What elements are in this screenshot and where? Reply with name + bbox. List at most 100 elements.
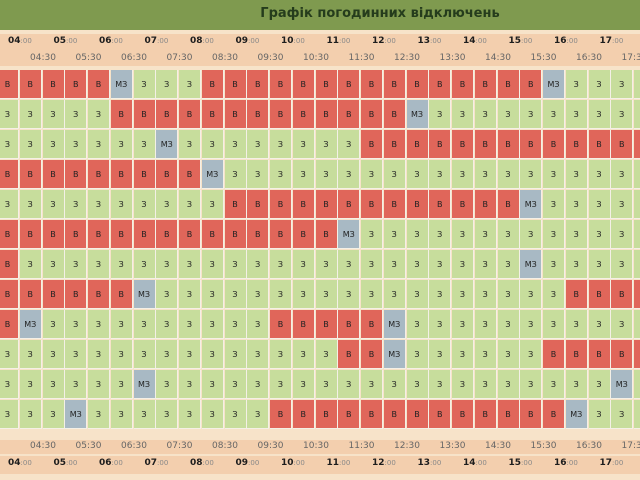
schedule-cell: В [19,280,42,309]
schedule-cell: З [201,190,224,219]
schedule-cell: В [543,400,565,429]
schedule-cell: В [292,400,315,429]
schedule-cell: З [315,340,338,369]
schedule-cell: З [110,130,133,159]
schedule-cell: З [156,250,179,279]
schedule-cell: В [383,130,406,159]
schedule-cell: В [452,400,474,429]
hour-label-minutes: :00 [157,37,169,45]
half-hour-label: 17:30 [621,53,640,63]
schedule-cell: З [65,310,88,339]
schedule-cell: З [110,190,133,219]
schedule-cell: З [474,220,497,249]
schedule-cell: З [611,400,634,429]
schedule-cell: МЗ [611,370,634,399]
schedule-cell: В [474,190,497,219]
schedule-cell: В [292,220,315,249]
half-hour-label: 14:30 [485,53,511,63]
schedule-cell: З [588,400,611,429]
hour-label: 16:00 [554,458,578,468]
schedule-cell: З [201,400,224,429]
half-hour-label: 11:30 [348,441,375,451]
schedule-cell: З [634,160,640,189]
hour-label-hour: 09 [235,36,249,46]
schedule-cell: В [224,70,247,99]
schedule-cell: В [338,190,361,219]
schedule-cell: З [292,250,315,279]
schedule-cell: В [270,190,292,219]
hour-label-hour: 13 [417,458,431,468]
hour-label: 08:00 [190,36,214,46]
schedule-cell: З [179,280,201,309]
schedule-cell: З [156,310,179,339]
schedule-cell: З [179,130,201,159]
hour-label: 05:00 [54,36,78,46]
schedule-cell: З [634,190,640,219]
hour-label-hour: 13 [417,36,431,46]
schedule-cell: З [156,370,179,399]
schedule-cell: З [361,370,383,399]
schedule-cell: В [224,190,247,219]
schedule-cell: В [42,160,65,189]
hour-label-hour: 05 [53,458,67,468]
hour-label-hour: 17 [599,36,613,46]
half-hour-label: 07:30 [166,53,193,63]
schedule-cell: З [179,190,201,219]
half-hour-label: 11:30 [348,53,375,63]
schedule-cell: З [565,190,588,219]
schedule-cell: В [270,220,292,249]
half-hour-label: 08:30 [212,53,238,63]
schedule-cell: З [201,130,224,159]
schedule-cell: В [42,280,65,309]
hour-label: 15:00 [509,458,533,468]
schedule-cell: З [19,400,42,429]
schedule-cell: В [0,160,19,189]
schedule-cell: В [406,130,429,159]
hour-label: 13:00 [418,36,442,46]
schedule-cell: В [474,400,497,429]
schedule-cell: З [224,280,247,309]
hour-label-minutes: :00 [111,37,123,45]
schedule-cell: З [19,100,42,129]
schedule-cell: З [201,310,224,339]
schedule-cell: В [588,280,611,309]
schedule-cell: З [201,250,224,279]
schedule-cell: З [474,310,497,339]
schedule-cell: З [565,100,588,129]
schedule-cell: В [338,100,361,129]
schedule-cell: З [634,70,640,99]
schedule-cell: З [179,370,201,399]
hour-label-minutes: :00 [384,459,396,467]
schedule-cell: МЗ [201,160,224,189]
hour-label: 16:00 [554,36,578,46]
schedule-cell: В [201,220,224,249]
schedule-cell: В [361,340,383,369]
schedule-cell: В [270,100,292,129]
schedule-cell: З [520,160,543,189]
schedule-cell: В [315,220,338,249]
hour-label-hour: 08 [190,458,203,468]
schedule-cell: З [565,370,588,399]
schedule-cell: З [315,370,338,399]
half-hour-label: 16:30 [576,441,602,451]
schedule-cell: В [338,340,361,369]
schedule-cell: З [315,280,338,309]
schedule-cell: В [361,130,383,159]
schedule-cell: З [338,280,361,309]
schedule-cell: В [110,100,133,129]
schedule-cell: З [0,190,19,219]
schedule-cell: З [156,280,179,309]
hour-label: 11:00 [327,36,351,46]
hour-label-minutes: :00 [566,37,578,45]
schedule-cell: З [406,160,429,189]
hour-label-minutes: :00 [157,459,169,467]
schedule-cell: В [292,190,315,219]
hour-label-hour: 11 [326,458,340,468]
half-hour-label: 13:30 [439,441,466,451]
schedule-cell: В [383,400,406,429]
schedule-cell: З [611,160,634,189]
hour-label-hour: 16 [554,36,567,46]
schedule-cell: З [611,190,634,219]
schedule-cell: З [474,100,497,129]
schedule-cell: В [543,130,565,159]
